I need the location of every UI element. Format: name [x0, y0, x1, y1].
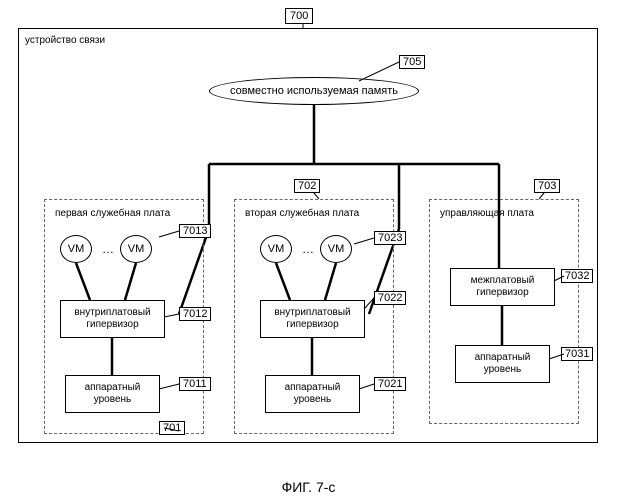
vm-node: VM	[320, 235, 352, 263]
board3-title: управляющая плата	[440, 208, 534, 219]
hypervisor-box: внутриплатовый гипервизор	[260, 300, 365, 338]
device-title: устройство связи	[25, 35, 105, 46]
board2-title: вторая служебная плата	[245, 208, 359, 219]
ref-7012: 7012	[179, 307, 211, 321]
ref-7023: 7023	[374, 231, 406, 245]
board-3: управляющая плата межплатовый гипервизор…	[429, 199, 579, 424]
ref-7032: 7032	[561, 269, 593, 283]
hardware-box: аппаратный уровень	[455, 345, 550, 383]
vm-node: VM	[60, 235, 92, 263]
hypervisor-box: внутриплатовый гипервизор	[60, 300, 165, 338]
ellipsis: …	[302, 242, 314, 256]
shared-memory: совместно используемая память	[209, 77, 419, 105]
ref-702: 702	[294, 179, 320, 193]
board1-title: первая служебная плата	[55, 208, 170, 219]
ref-7011: 7011	[179, 377, 211, 391]
hardware-box: аппаратный уровень	[65, 375, 160, 413]
device-container: устройство связи 705 совместно используе…	[18, 28, 598, 443]
ref-7021: 7021	[374, 377, 406, 391]
hardware-box: аппаратный уровень	[265, 375, 360, 413]
ref-701: 701	[159, 421, 185, 435]
figure-caption: ФИГ. 7-c	[0, 479, 617, 495]
vm-node: VM	[260, 235, 292, 263]
ref-7013: 7013	[179, 224, 211, 238]
vm-node: VM	[120, 235, 152, 263]
board-2: вторая служебная плата VM … VM внутрипла…	[234, 199, 394, 434]
ref-703: 703	[534, 179, 560, 193]
ref-700: 700	[285, 8, 313, 24]
hypervisor-box: межплатовый гипервизор	[450, 268, 555, 306]
ref-7022: 7022	[374, 291, 406, 305]
ellipsis: …	[102, 242, 114, 256]
ref-7031: 7031	[561, 347, 593, 361]
ref-705: 705	[399, 55, 425, 69]
